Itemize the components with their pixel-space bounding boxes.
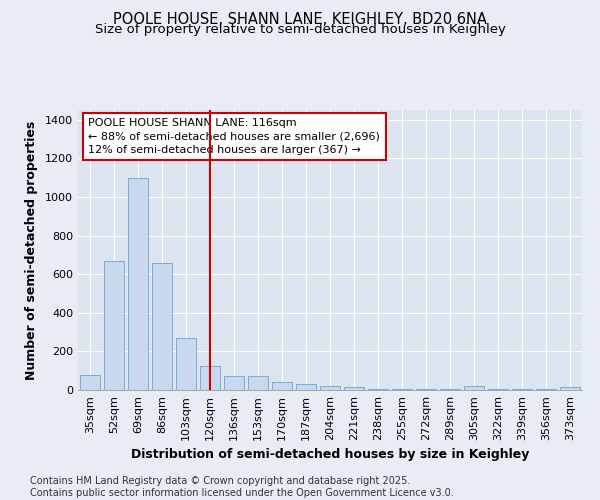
- Bar: [512, 389, 532, 390]
- Y-axis label: Number of semi-detached properties: Number of semi-detached properties: [25, 120, 38, 380]
- Bar: [416, 389, 436, 390]
- Bar: [128, 178, 148, 390]
- Bar: [296, 384, 316, 390]
- Bar: [368, 389, 388, 390]
- Bar: [536, 389, 556, 390]
- Text: Size of property relative to semi-detached houses in Keighley: Size of property relative to semi-detach…: [95, 22, 505, 36]
- Bar: [344, 387, 364, 390]
- X-axis label: Distribution of semi-detached houses by size in Keighley: Distribution of semi-detached houses by …: [131, 448, 529, 462]
- Bar: [560, 387, 580, 390]
- Bar: [176, 338, 196, 390]
- Text: POOLE HOUSE SHANN LANE: 116sqm
← 88% of semi-detached houses are smaller (2,696): POOLE HOUSE SHANN LANE: 116sqm ← 88% of …: [88, 118, 380, 155]
- Bar: [200, 366, 220, 390]
- Bar: [152, 262, 172, 390]
- Bar: [272, 382, 292, 390]
- Bar: [104, 260, 124, 390]
- Text: POOLE HOUSE, SHANN LANE, KEIGHLEY, BD20 6NA: POOLE HOUSE, SHANN LANE, KEIGHLEY, BD20 …: [113, 12, 487, 28]
- Bar: [320, 386, 340, 390]
- Bar: [440, 389, 460, 390]
- Bar: [248, 376, 268, 390]
- Text: Contains HM Land Registry data © Crown copyright and database right 2025.
Contai: Contains HM Land Registry data © Crown c…: [30, 476, 454, 498]
- Bar: [80, 374, 100, 390]
- Bar: [488, 389, 508, 390]
- Bar: [464, 386, 484, 390]
- Bar: [224, 376, 244, 390]
- Bar: [392, 389, 412, 390]
